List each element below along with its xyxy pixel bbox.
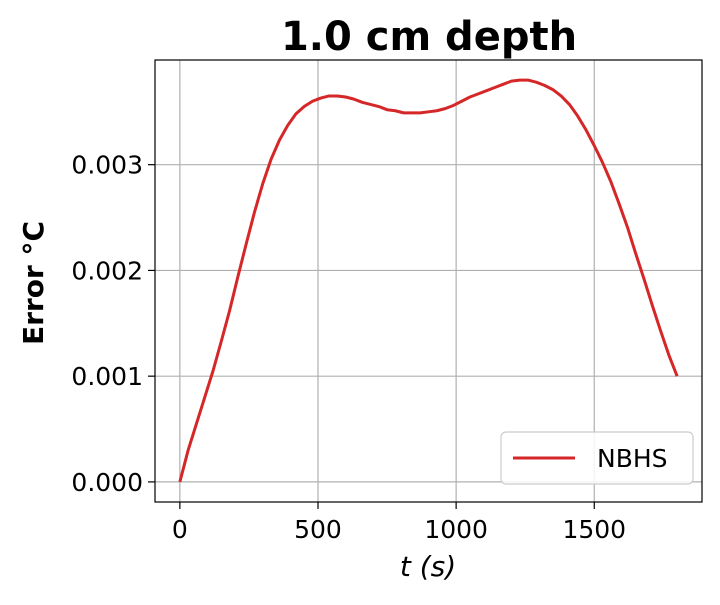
legend-box [500,431,694,485]
x-tick-label: 1000 [424,515,488,544]
series-layer [178,78,679,483]
y-tick-label: 0.002 [71,256,143,285]
y-tick-label: 0.000 [71,468,143,497]
x-tick-label: 500 [294,515,342,544]
y-tick-label: 0.001 [71,362,143,391]
chart-title: 1.0 cm depth [281,14,577,60]
legend-label: NBHS [597,444,668,473]
axis-ticks: 0 500 1000 1500 0.000 0.001 0.002 0.003 [71,151,626,544]
plot-frame [154,59,703,503]
y-axis-label: Error °C [17,221,50,345]
legend: NBHS [500,431,694,485]
grid-lines [155,60,702,502]
x-tick-label: 0 [172,515,188,544]
x-axis-label: t (s) [400,550,456,583]
x-tick-label: 1500 [562,515,626,544]
series-line-nbhs [178,78,679,483]
y-tick-label: 0.003 [71,151,143,180]
